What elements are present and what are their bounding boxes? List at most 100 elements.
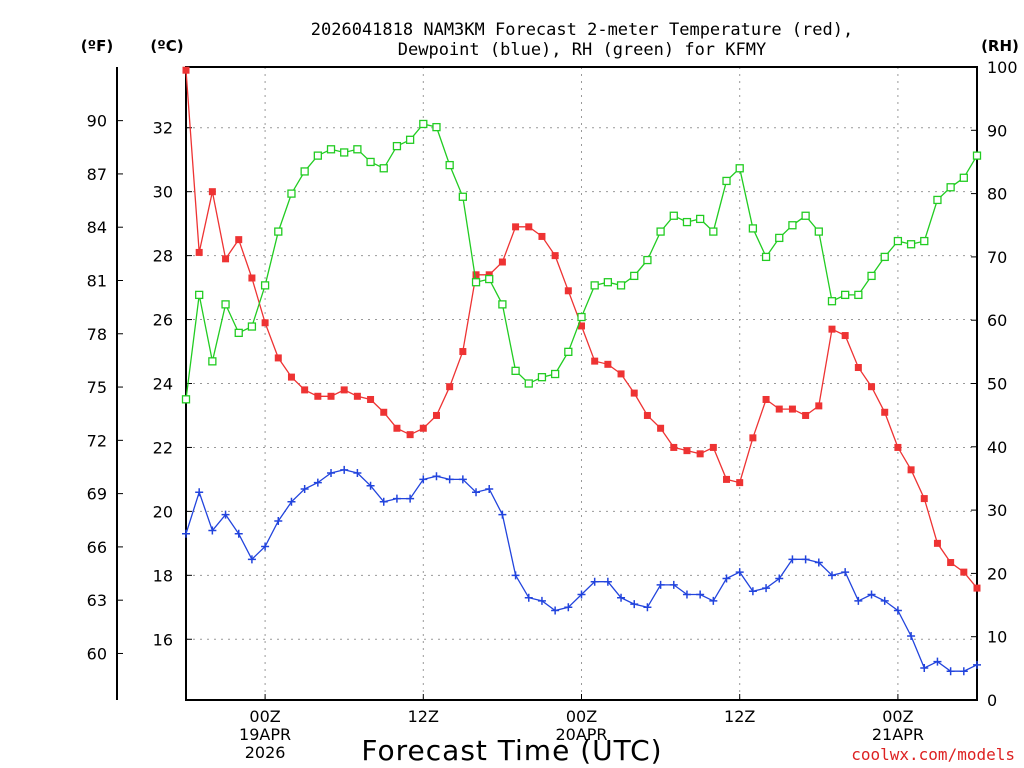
dewpoint-point: [287, 497, 296, 506]
dewpoint-point: [630, 600, 639, 609]
rh-point: [748, 224, 758, 233]
dewpoint-point: [313, 478, 322, 487]
x-tick-label: 12Z: [408, 707, 439, 726]
celsius-tick-label: 24: [153, 375, 173, 394]
rh-point: [682, 217, 692, 227]
temperature-point: [881, 408, 889, 416]
x-tick-label: 00Z: [566, 707, 597, 726]
rh-point: [405, 135, 415, 144]
dewpoint-point: [643, 603, 652, 612]
fahrenheit-tick-label: 81: [87, 271, 107, 290]
celsius-tick-labels: 32 30 28 26 24 22 20 18 16: [153, 119, 192, 649]
rh-point: [906, 240, 916, 249]
temperature-point: [617, 370, 625, 378]
temperature-point: [446, 383, 454, 391]
temperature-point: [973, 584, 981, 592]
dewpoint-point: [973, 660, 981, 669]
rh-point: [379, 164, 388, 173]
temperature-point: [578, 322, 585, 330]
temperature-point: [314, 392, 322, 400]
rh-point: [287, 189, 296, 198]
dewpoint-point: [617, 593, 626, 602]
rh-point: [511, 366, 520, 375]
temperature-point: [393, 424, 401, 432]
temperature-point: [854, 364, 862, 372]
temperature-point: [933, 539, 941, 547]
temperature-point: [367, 395, 375, 403]
dewpoint-point: [762, 584, 771, 593]
chart-title: 2026041818 NAM3KM Forecast 2-meter Tempe…: [311, 20, 853, 40]
temperature-point: [920, 495, 928, 503]
temperature-point: [947, 559, 955, 567]
rh-point: [709, 227, 718, 236]
rh-unit-label: (RH): [981, 37, 1019, 55]
temperature-point: [960, 568, 968, 576]
rh-point: [656, 227, 665, 236]
temperature-point: [775, 405, 783, 413]
dewpoint-point: [682, 590, 691, 599]
rh-tick-label: 50: [987, 375, 1007, 394]
temperature-point: [538, 232, 546, 240]
temperature-point: [380, 408, 388, 416]
celsius-tick-label: 28: [153, 247, 173, 266]
rh-point: [260, 281, 270, 290]
rh-point: [920, 236, 929, 246]
rh-point: [392, 141, 402, 151]
rh-point: [195, 290, 204, 300]
temperature-point: [301, 386, 309, 394]
dewpoint-point: [669, 580, 678, 589]
temperature-point: [841, 332, 849, 340]
dewpoint-point: [445, 475, 454, 484]
dewpoint-point: [775, 574, 784, 583]
rh-point: [366, 157, 375, 167]
temperature-point: [208, 188, 216, 196]
rh-point: [801, 211, 810, 220]
dewpoint-point: [208, 526, 217, 535]
temperature-point: [736, 479, 744, 487]
rh-point: [353, 145, 362, 154]
dewpoint-point: [353, 469, 362, 478]
temperature-point: [274, 354, 282, 362]
rh-point: [972, 151, 982, 160]
fahrenheit-tick-label: 87: [87, 165, 107, 184]
rh-point: [854, 290, 863, 300]
x-tick-label: 21APR: [872, 725, 924, 744]
fahrenheit-tick-label: 60: [87, 644, 107, 663]
x-tick-label: 00Z: [249, 707, 280, 726]
dewpoint-point: [880, 596, 889, 605]
rh-point: [616, 281, 626, 290]
rh-point: [669, 211, 678, 220]
celsius-tick-label: 30: [153, 183, 173, 202]
rh-tick-label: 0: [987, 691, 997, 710]
dewpoint-point: [551, 606, 560, 615]
rh-point: [564, 347, 573, 357]
grid-lines: [186, 67, 977, 700]
dewpoint-point: [854, 596, 863, 605]
rh-point: [208, 357, 217, 366]
temperature-point: [894, 443, 902, 451]
dewpoint-point: [247, 555, 256, 564]
temperature-point: [406, 431, 414, 439]
series-layer: [181, 66, 982, 676]
chart-subtitle: Dewpoint (blue), RH (green) for KFMY: [398, 40, 766, 60]
temperature-point: [762, 395, 770, 403]
dewpoint-point: [722, 574, 731, 583]
rh-point: [300, 167, 309, 176]
dewpoint-point: [498, 510, 507, 519]
celsius-tick-label: 32: [153, 119, 173, 138]
temperature-point: [788, 405, 796, 413]
dewpoint-line: [185, 469, 978, 672]
x-tick-label: 2026: [245, 743, 286, 762]
dewpoint-point: [801, 555, 810, 564]
rh-point: [458, 192, 468, 201]
dewpoint-point: [485, 485, 494, 493]
rh-tick-label: 90: [987, 121, 1007, 140]
temperature-point: [657, 424, 665, 432]
dewpoint-point: [379, 497, 388, 506]
dewpoint-point: [577, 590, 586, 599]
temperature-point: [802, 411, 810, 419]
dewpoint-point: [511, 571, 520, 580]
rh-point: [814, 227, 823, 236]
